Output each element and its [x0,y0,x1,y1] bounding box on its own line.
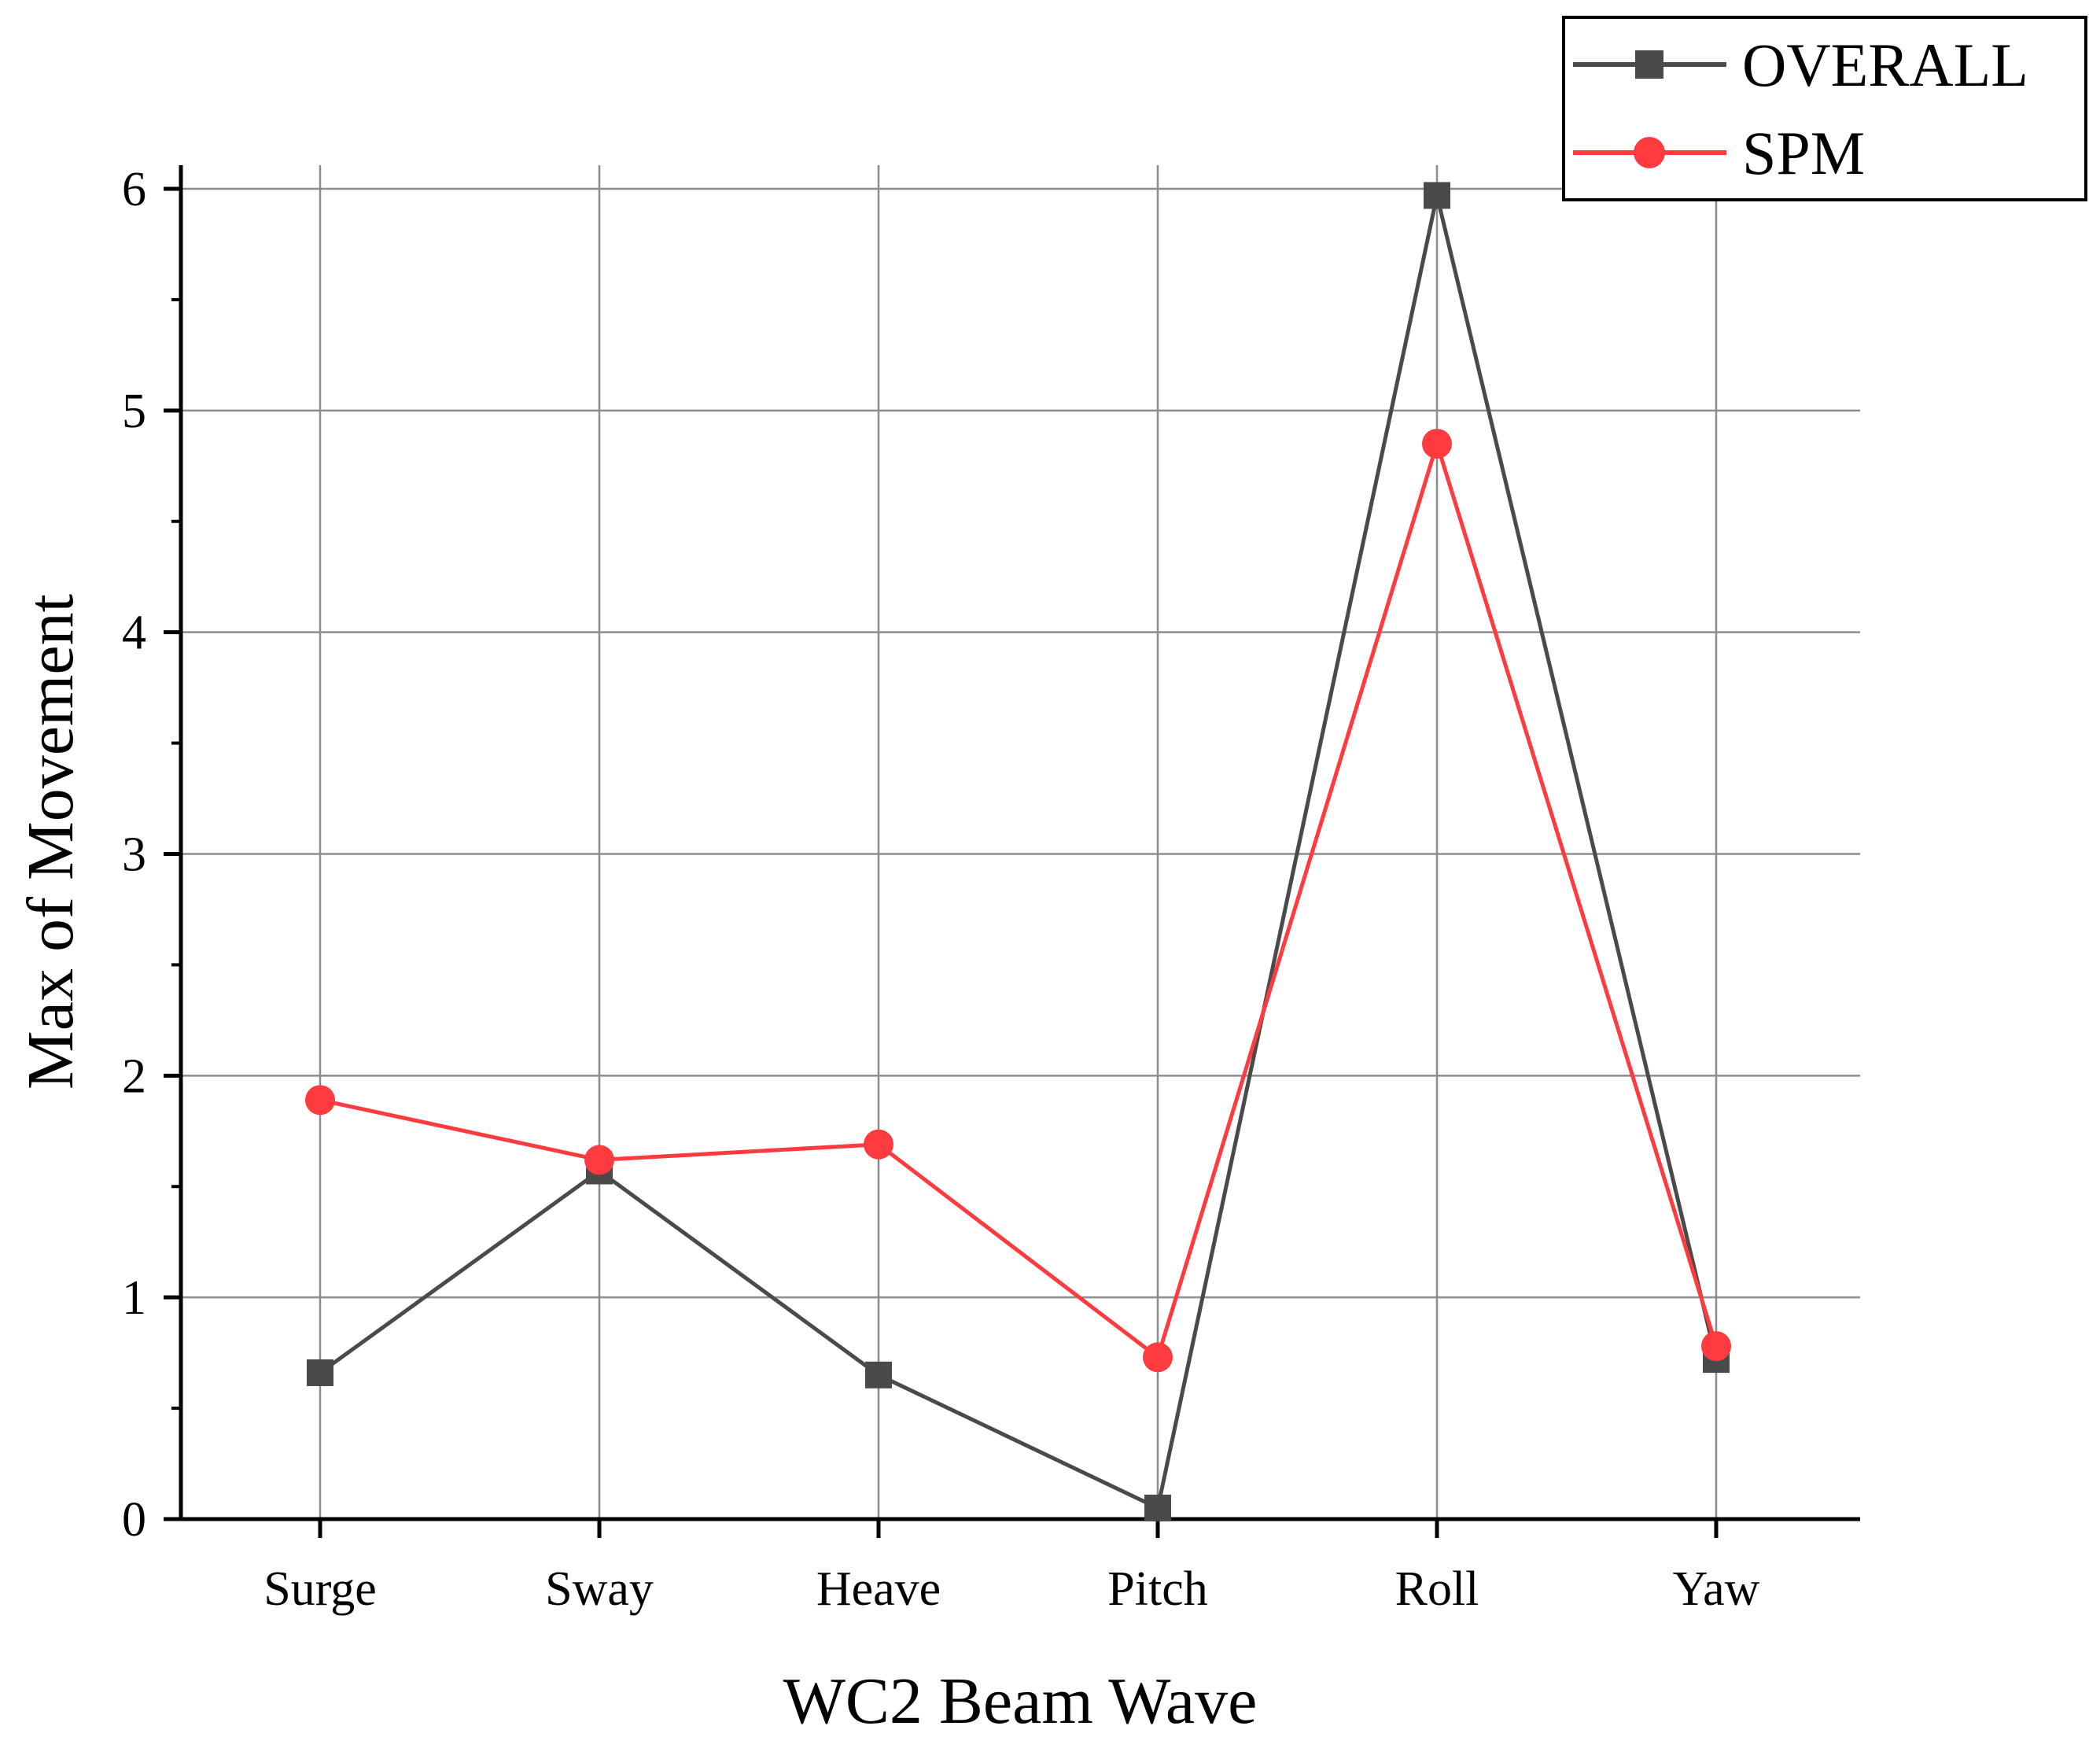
x-tick-label: Yaw [1673,1562,1760,1616]
x-tick-label: Pitch [1107,1562,1207,1616]
x-tick-labels: Surge Sway Heave Pitch Roll Yaw [263,1562,1759,1616]
x-tick-label: Sway [545,1562,654,1616]
series-layer [305,182,1731,1521]
axes [179,165,1860,1521]
y-tick-label: 0 [122,1493,146,1547]
x-tick-label: Heave [816,1562,941,1616]
series-line-spm [319,441,1719,1359]
y-tick-labels: 0 1 2 3 4 5 6 [122,163,146,1547]
data-point-overall [307,1359,333,1386]
y-tick-label: 6 [122,163,146,216]
series-spm [305,429,1731,1373]
y-tick-label: 2 [122,1049,146,1103]
grid-lines [181,165,1860,1519]
data-point-overall [1424,182,1450,209]
x-tick-label: Roll [1395,1562,1479,1616]
y-tick-label: 1 [122,1271,146,1325]
legend-box [1562,16,2087,201]
data-point-spm [864,1129,893,1160]
legend-marker-square [1635,50,1663,79]
y-tick-label: 3 [122,828,146,882]
legend: OVERALL SPM [1562,16,2087,201]
x-axis-title: WC2 Beam Wave [783,1665,1258,1737]
y-tick-label: 5 [122,385,146,438]
axis-ticks [164,186,1719,1538]
data-point-overall [865,1361,892,1388]
legend-label: OVERALL [1742,31,2028,99]
series-overall [307,182,1730,1521]
legend-label: SPM [1742,119,1865,187]
x-tick-label: Surge [263,1562,377,1616]
series-line-overall [319,193,1719,1510]
y-axis-title: Max of Movement [14,594,87,1090]
y-tick-label: 4 [122,607,146,660]
data-point-spm [1422,429,1452,459]
data-point-spm [584,1145,614,1175]
data-point-spm [1701,1331,1731,1362]
legend-entry-spm: SPM [1573,119,1865,187]
legend-entry-overall: OVERALL [1573,31,2028,99]
data-point-spm [305,1085,335,1116]
legend-marker-circle [1634,137,1665,168]
data-point-overall [1144,1494,1171,1521]
data-point-spm [1143,1342,1173,1373]
